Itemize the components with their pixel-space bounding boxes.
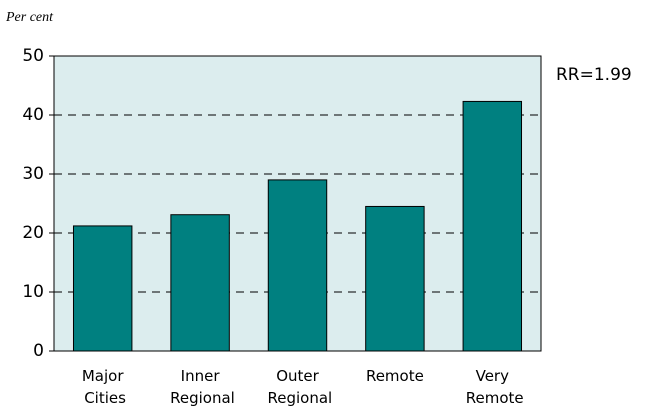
bar	[170, 214, 230, 352]
bar	[72, 225, 133, 352]
y-tick-label: 10	[22, 282, 44, 302]
x-tick-label: Inner Regional	[165, 367, 234, 407]
y-tick-label: 30	[22, 164, 44, 184]
x-tick-label: Major Cities	[79, 367, 126, 407]
bar	[462, 100, 523, 352]
x-tick-label: Outer Regional	[263, 367, 332, 407]
y-tick-label: 50	[22, 46, 44, 66]
x-tick-label: Very Remote	[461, 367, 524, 407]
x-tick-label: Remote	[366, 367, 424, 385]
annotation: RR=1.99	[556, 65, 632, 85]
y-tick-label: 0	[33, 341, 44, 361]
y-tick-label: 20	[22, 223, 44, 243]
y-axis-label: Per cent	[5, 10, 54, 25]
bar	[267, 179, 328, 352]
y-tick-label: 40	[22, 105, 44, 125]
bar	[365, 205, 425, 352]
